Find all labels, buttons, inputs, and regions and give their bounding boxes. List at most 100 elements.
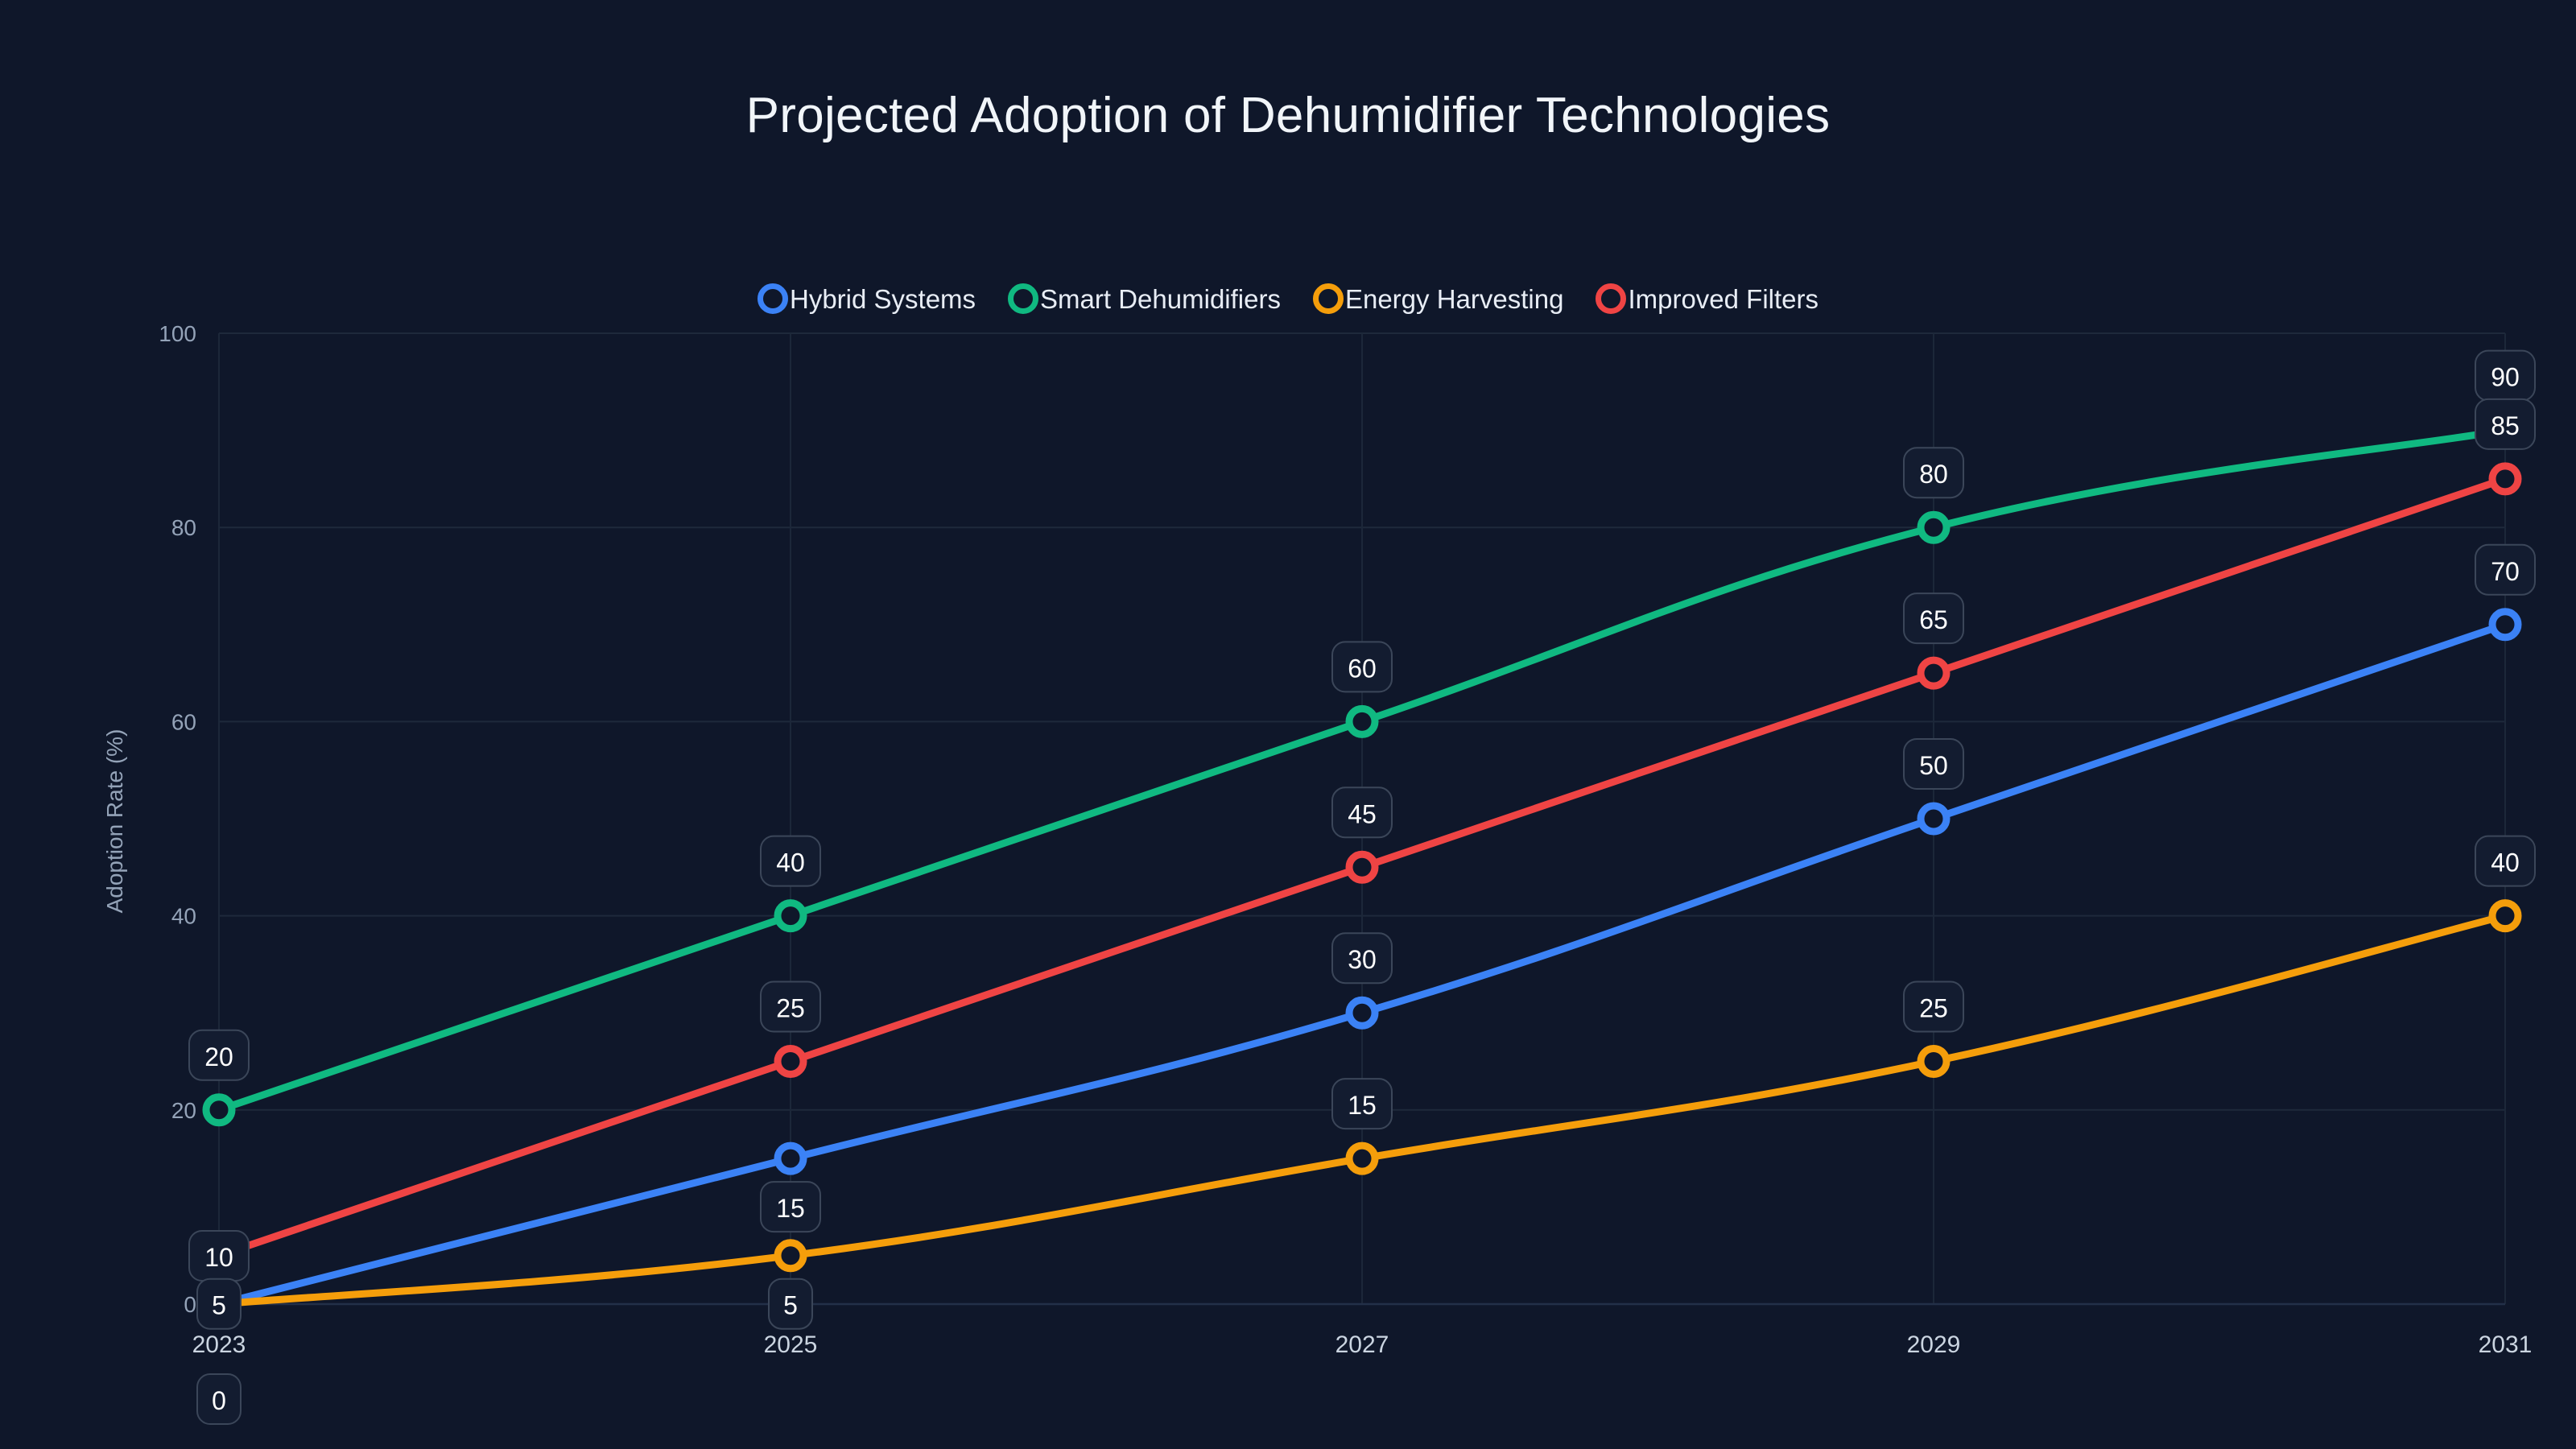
y-axis-title: Adoption Rate (%) [102, 729, 127, 914]
data-label-box [1331, 641, 1393, 693]
data-label: 70 [2475, 543, 2536, 596]
data-label-text: 25 [776, 994, 805, 1023]
y-axis-tick-label: 60 [171, 709, 196, 734]
x-axis-tick-label: 2023 [192, 1331, 246, 1358]
data-label-box [196, 1373, 242, 1425]
y-axis-tick-label: 0 [184, 1292, 196, 1317]
data-label-text: 85 [2491, 411, 2520, 440]
data-label-text: 90 [2491, 363, 2520, 392]
data-label-text: 30 [1348, 945, 1377, 974]
data-label: 85 [2475, 398, 2536, 450]
data-label: 90 [2475, 349, 2536, 402]
data-point-marker[interactable] [774, 899, 807, 933]
data-label-text: 40 [776, 848, 805, 877]
data-label: 60 [1331, 641, 1393, 693]
legend-marker-icon [1008, 283, 1039, 314]
data-label-box [2475, 835, 2536, 887]
x-axis-tick-label: 2029 [1907, 1331, 1961, 1358]
data-label: 10 [188, 1230, 250, 1282]
chart-title: Projected Adoption of Dehumidifier Techn… [745, 88, 1831, 143]
data-label-box [1903, 592, 1964, 645]
data-point-marker[interactable] [1917, 510, 1951, 544]
data-label: 0 [196, 1373, 242, 1425]
data-label-box [760, 1181, 821, 1233]
data-point-marker[interactable] [2488, 608, 2522, 642]
data-label-box [1903, 980, 1964, 1033]
legend-marker-icon [1312, 283, 1344, 314]
x-axis-tick-label: 2027 [1335, 1331, 1389, 1358]
legend-item-hybrid-systems[interactable]: Hybrid Systems [757, 283, 976, 314]
data-point-marker[interactable] [774, 1141, 807, 1175]
legend-item-energy-harvesting[interactable]: Energy Harvesting [1312, 283, 1564, 314]
data-label: 40 [2475, 835, 2536, 887]
data-point-marker[interactable] [774, 1045, 807, 1078]
data-point-marker[interactable] [774, 1239, 807, 1273]
data-label-box [1331, 786, 1393, 839]
legend-item-smart-dehumidifiers[interactable]: Smart Dehumidifiers [1008, 283, 1281, 314]
data-point-marker[interactable] [202, 1093, 236, 1127]
data-label-box [1331, 932, 1393, 985]
legend-label: Energy Harvesting [1344, 283, 1564, 314]
data-point-marker[interactable] [1917, 802, 1951, 836]
data-point-marker[interactable] [1345, 1141, 1379, 1175]
data-label-text: 80 [1919, 460, 1948, 489]
legend-label: Improved Filters [1628, 283, 1818, 314]
data-label: 65 [1903, 592, 1964, 645]
data-label: 80 [1903, 447, 1964, 499]
y-axis-tick-label: 80 [171, 515, 196, 540]
data-point-marker[interactable] [1917, 656, 1951, 690]
x-axis-tick-label: 2031 [2479, 1331, 2533, 1358]
data-label-box [2475, 543, 2536, 596]
data-label-text: 45 [1348, 799, 1377, 828]
data-label-box [760, 835, 821, 887]
data-label-text: 15 [776, 1194, 805, 1223]
data-label-text: 5 [783, 1291, 798, 1320]
legend-label: Hybrid Systems [789, 283, 976, 314]
data-point-marker[interactable] [1917, 1045, 1951, 1078]
data-label: 15 [1331, 1078, 1393, 1130]
y-axis-tick-label: 20 [171, 1098, 196, 1123]
data-label-box [196, 1278, 242, 1330]
data-label-text: 40 [2491, 848, 2520, 877]
data-label: 45 [1331, 786, 1393, 839]
data-label: 25 [1903, 980, 1964, 1033]
data-label-box [188, 1029, 250, 1081]
data-label-text: 15 [1348, 1091, 1377, 1120]
data-label-box [2475, 398, 2536, 450]
data-label-box [760, 980, 821, 1033]
legend-marker-icon [757, 283, 788, 314]
x-axis-tick-label: 2025 [764, 1331, 818, 1358]
data-label: 50 [1903, 738, 1964, 790]
data-label-text: 10 [204, 1243, 233, 1272]
data-label-box [768, 1278, 813, 1330]
legend-label: Smart Dehumidifiers [1040, 283, 1281, 314]
data-point-marker[interactable] [1345, 704, 1379, 738]
data-label-text: 50 [1919, 751, 1948, 780]
data-point-marker[interactable] [2488, 462, 2522, 496]
data-label: 5 [196, 1278, 242, 1330]
data-label-text: 70 [2491, 557, 2520, 586]
data-point-marker[interactable] [2488, 899, 2522, 933]
data-label-text: 65 [1919, 605, 1948, 634]
data-point-marker[interactable] [1345, 996, 1379, 1030]
data-label: 40 [760, 835, 821, 887]
data-point-marker[interactable] [1345, 850, 1379, 884]
data-label-text: 25 [1919, 994, 1948, 1023]
data-label-box [1331, 1078, 1393, 1130]
y-axis-tick-label: 40 [171, 904, 196, 929]
data-label-layer: 0 15 30 50 70 20 40 60 80 90 10 5 15 25 40 5 25 45 65 85 [188, 349, 2536, 1425]
legend-item-improved-filters[interactable]: Improved Filters [1596, 283, 1818, 314]
legend-marker-icon [1596, 283, 1627, 314]
data-label: 20 [188, 1029, 250, 1081]
data-label: 15 [760, 1181, 821, 1233]
data-label: 30 [1331, 932, 1393, 985]
chart-legend: Hybrid Systems Smart Dehumidifiers Energy … [0, 283, 2576, 314]
data-label: 25 [760, 980, 821, 1033]
data-label-text: 60 [1348, 654, 1377, 683]
data-label: 5 [768, 1278, 813, 1330]
data-label-text: 5 [212, 1291, 226, 1320]
data-label-box [1903, 738, 1964, 790]
y-axis-tick-label: 100 [159, 321, 196, 346]
